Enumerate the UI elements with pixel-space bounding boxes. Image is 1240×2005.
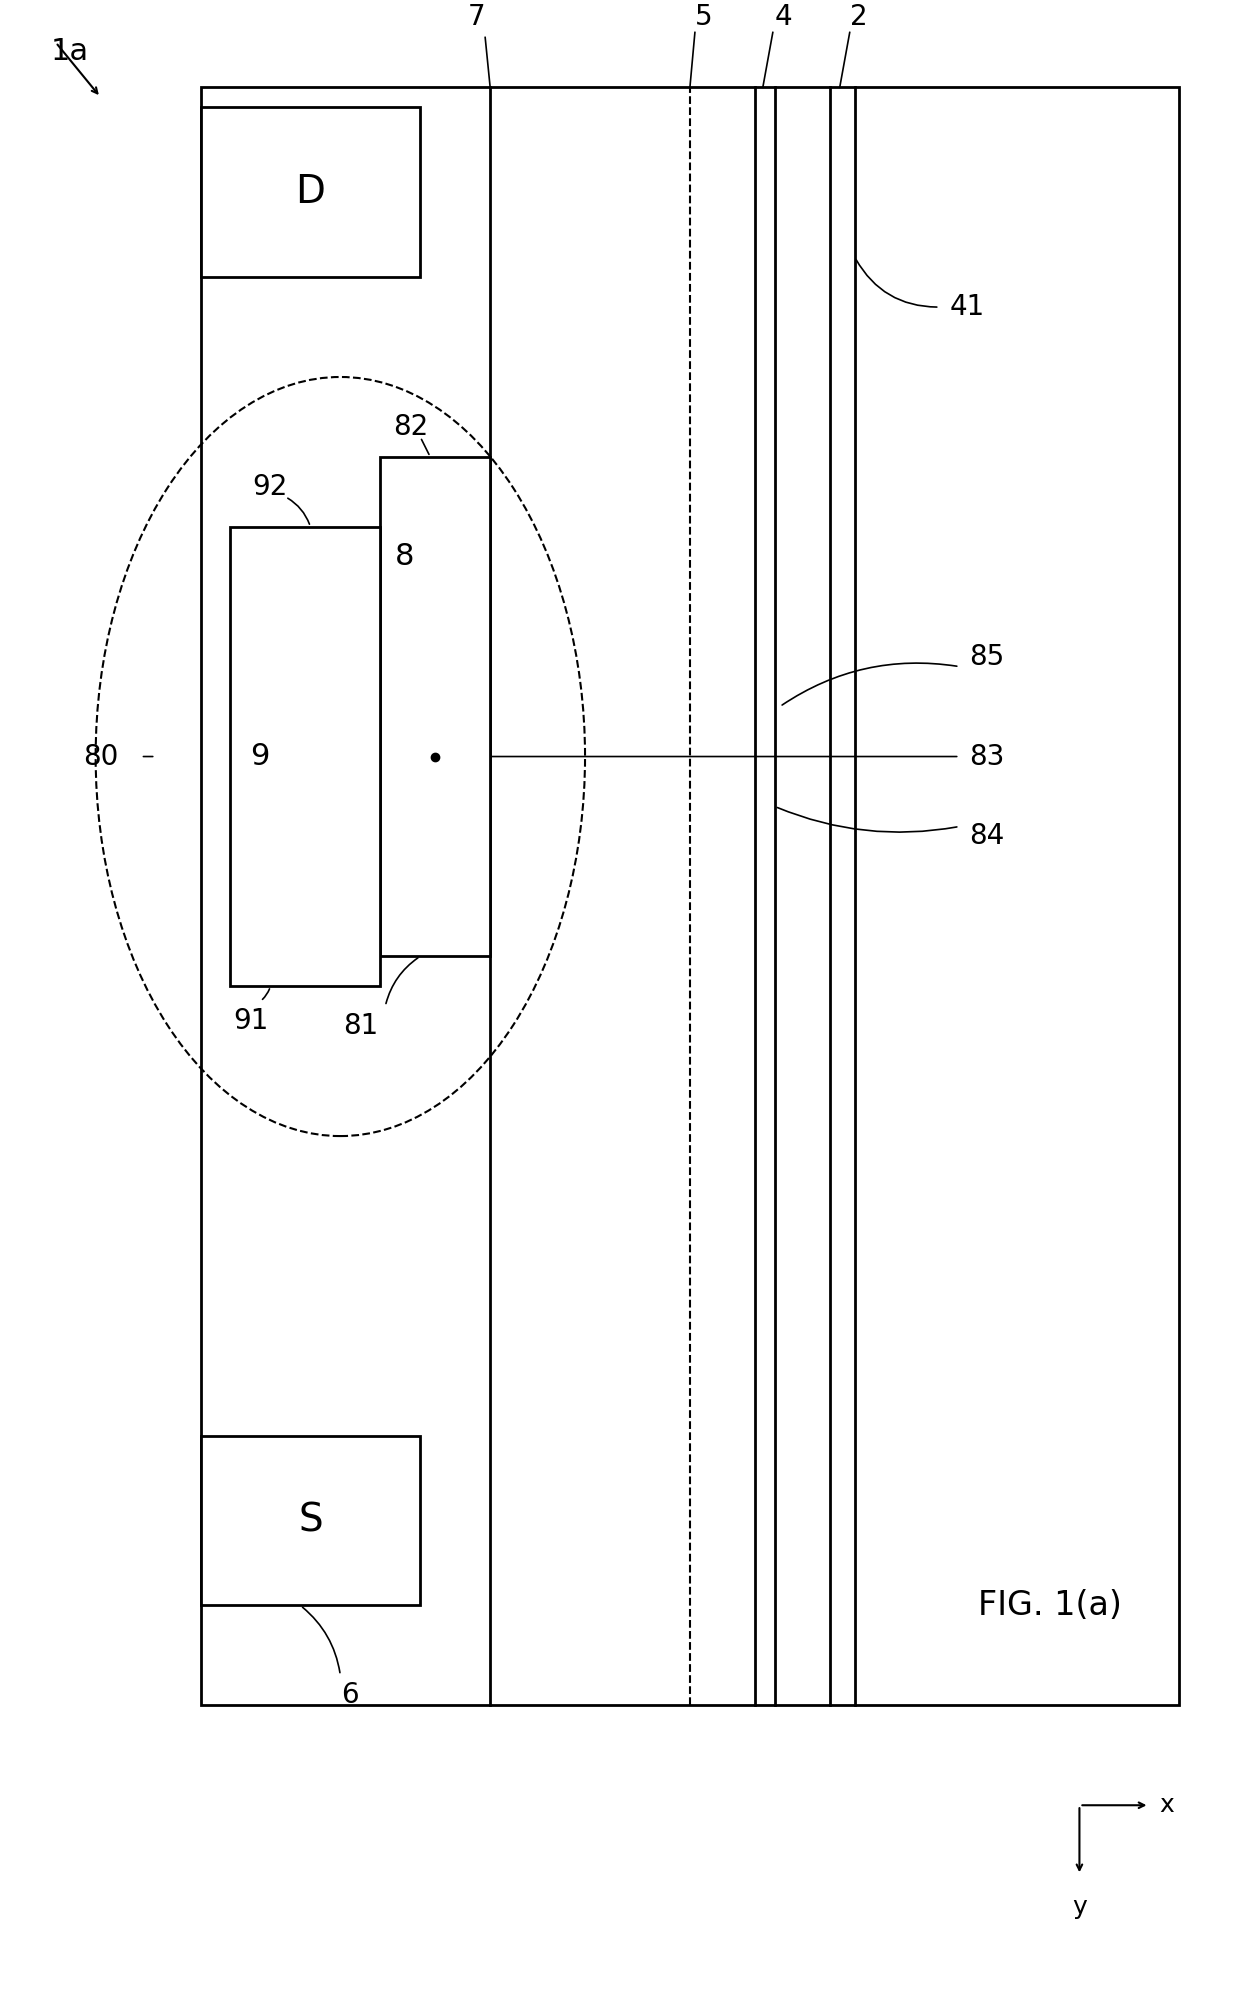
Text: 85: 85 [970,644,1004,670]
Text: 83: 83 [970,742,1004,770]
Text: 81: 81 [342,1013,378,1041]
Text: 2: 2 [849,4,867,32]
Text: 84: 84 [970,822,1004,850]
Text: FIG. 1(a): FIG. 1(a) [977,1590,1121,1622]
Text: 6: 6 [341,1682,360,1710]
Text: x: x [1159,1792,1174,1817]
Text: 7: 7 [467,4,485,32]
Bar [231,527,381,986]
Text: 8: 8 [396,541,414,571]
Bar [201,108,420,277]
Text: S: S [298,1502,322,1540]
Text: 4: 4 [775,4,792,32]
Bar [201,1436,420,1606]
Text: 5: 5 [694,4,713,32]
Bar [201,88,1179,1706]
Text: 41: 41 [950,293,985,321]
Text: 82: 82 [393,413,428,441]
Text: y: y [1073,1895,1086,1919]
Bar [381,457,490,956]
Text: D: D [295,172,325,211]
Text: 80: 80 [83,742,118,770]
Text: 91: 91 [233,1007,268,1035]
Text: 9: 9 [250,742,270,772]
Text: 92: 92 [253,473,288,501]
Text: 1a: 1a [51,38,89,66]
